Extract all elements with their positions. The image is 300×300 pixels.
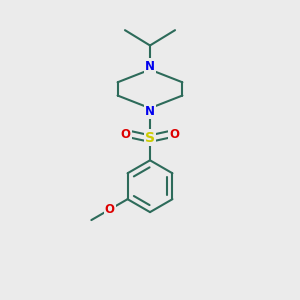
Text: S: S — [145, 130, 155, 145]
Text: O: O — [169, 128, 179, 141]
Text: O: O — [121, 128, 131, 141]
Text: O: O — [105, 203, 115, 216]
Text: N: N — [145, 60, 155, 73]
Text: N: N — [145, 105, 155, 118]
